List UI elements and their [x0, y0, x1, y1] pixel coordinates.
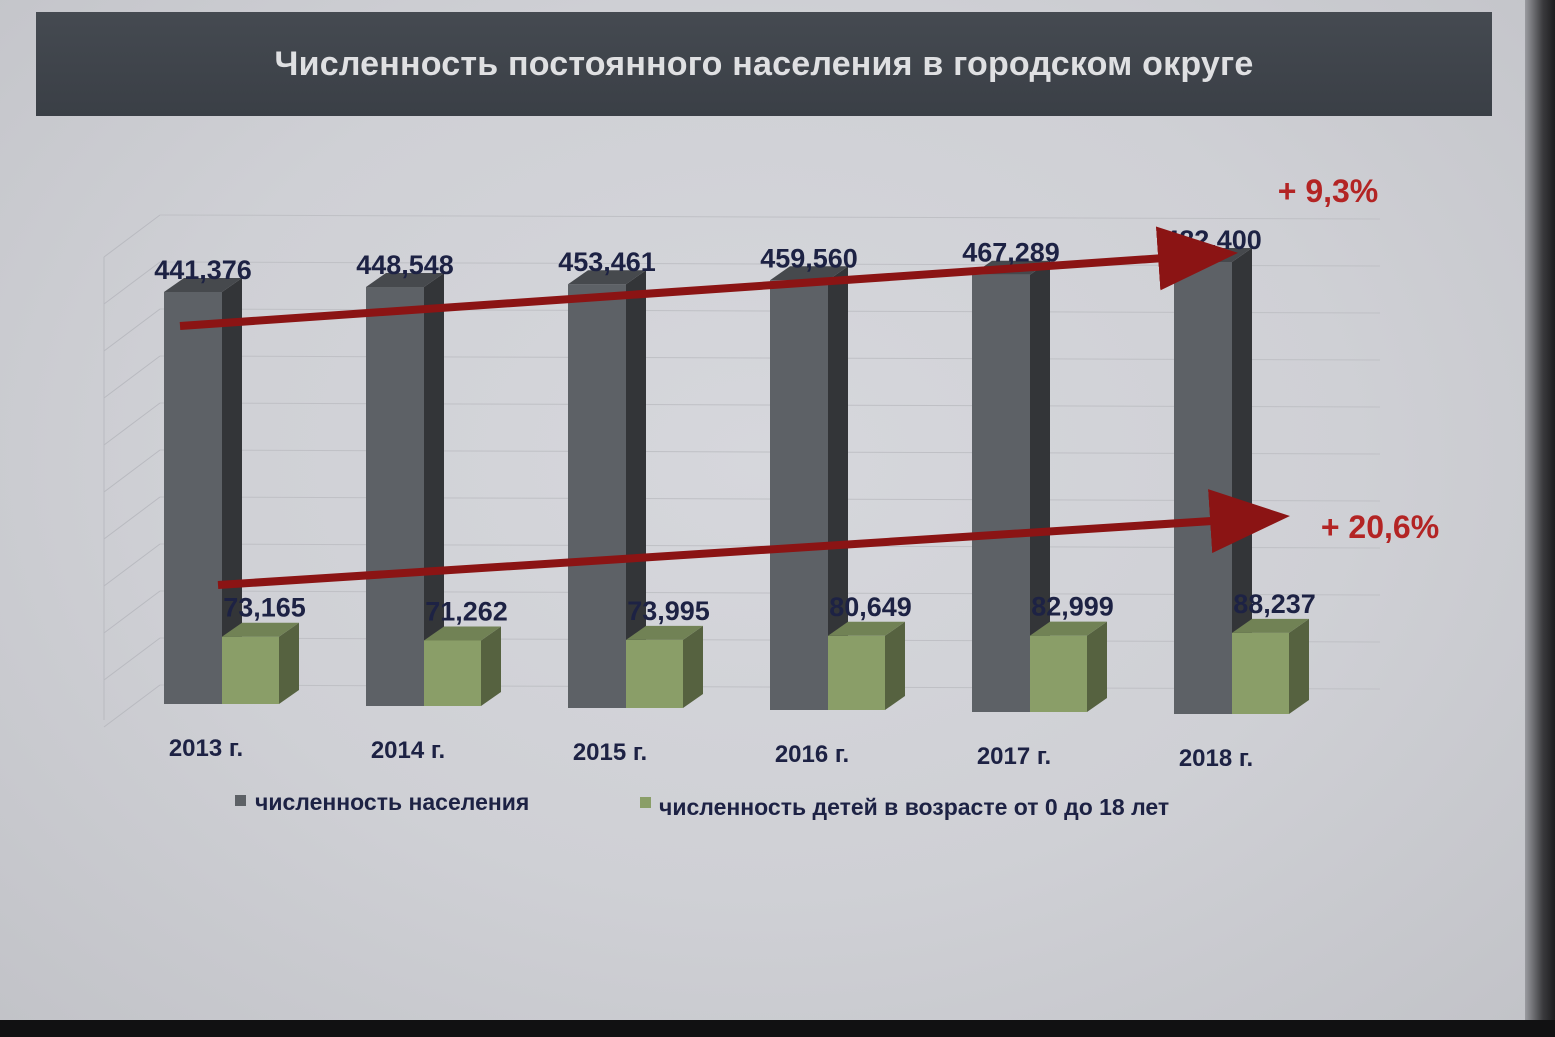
population-bar-top	[568, 270, 646, 285]
population-bar-side	[424, 273, 444, 706]
population-growth-label: + 9,3%	[1278, 173, 1379, 209]
children-bar-top	[828, 621, 905, 636]
grid-line	[159, 214, 1381, 220]
children-bar-side	[1087, 621, 1107, 712]
grid-line-diagonal	[103, 637, 161, 681]
population-value-label: 453,461	[558, 247, 656, 277]
x-axis-tick-label: 2013 г.	[169, 735, 243, 762]
legend-swatch-population	[235, 795, 246, 806]
x-axis-labels: 2013 г. 2014 г. 2015 г. 2016 г. 2017 г. 2018 …	[169, 735, 1253, 772]
population-bar-side	[626, 270, 646, 708]
population-bar-top	[164, 278, 242, 292]
x-axis-tick-label: 2018 г.	[1179, 745, 1253, 772]
population-trend-arrow	[179, 226, 1238, 330]
children-bar-top	[1030, 621, 1107, 636]
children-value-label: 80,649	[829, 592, 912, 622]
children-bar-top	[222, 622, 299, 637]
x-axis-tick-label: 2017 г.	[977, 743, 1051, 770]
population-value-label: 459,560	[760, 243, 858, 273]
grid-line-diagonal	[103, 214, 161, 258]
children-bar	[424, 640, 481, 706]
children-value-label: 71,262	[425, 596, 508, 626]
x-axis-tick-label: 2014 г.	[371, 737, 445, 764]
population-value-label: 441,376	[154, 255, 252, 285]
grid-line-diagonal	[103, 355, 161, 399]
monitor-bezel-right	[1525, 0, 1555, 1037]
population-bar	[1174, 262, 1232, 714]
population-bar	[366, 287, 424, 706]
chart-legend: численность населения численность детей в…	[235, 789, 1169, 820]
x-axis-tick-label: 2015 г.	[573, 739, 647, 766]
population-bar-side	[1030, 260, 1050, 712]
children-growth-label: + 20,6%	[1321, 509, 1439, 545]
chart-bars	[164, 248, 1309, 714]
population-bar	[164, 292, 222, 704]
children-bar-side	[1289, 618, 1309, 714]
children-bar-side	[279, 622, 299, 704]
children-bar-top	[1232, 618, 1309, 633]
children-bar	[828, 635, 885, 710]
children-bar-top	[424, 626, 501, 641]
children-bar	[1030, 635, 1087, 712]
children-bar-side	[885, 621, 905, 710]
children-bar-top	[626, 625, 703, 640]
children-bar-side	[481, 626, 501, 706]
population-bar-side	[222, 278, 242, 704]
grid-line-diagonal	[103, 590, 161, 634]
legend-swatch-children	[640, 797, 651, 808]
monitor-bezel-bottom	[0, 1020, 1555, 1037]
children-value-label: 73,995	[627, 596, 710, 626]
x-axis-tick-label: 2016 г.	[775, 741, 849, 768]
grid-line-diagonal	[103, 496, 161, 540]
population-value-label: 448,548	[356, 250, 454, 280]
grid-line-diagonal	[103, 684, 161, 728]
population-bar-side	[1232, 248, 1252, 714]
population-bar	[972, 274, 1030, 712]
population-bar-side	[828, 266, 848, 710]
children-bar	[1232, 632, 1289, 714]
population-bar	[770, 280, 828, 710]
trend-arrows: + 9,3% + 20,6%	[179, 173, 1439, 589]
grid-line-diagonal	[103, 402, 161, 446]
children-bar-side	[683, 625, 703, 708]
children-value-label: 82,999	[1031, 592, 1114, 622]
legend-label-children: численность детей в возрасте от 0 до 18 …	[659, 794, 1169, 820]
slide-title: Численность постоянного населения в горо…	[274, 44, 1254, 83]
children-bar	[626, 639, 683, 708]
children-trend-arrow	[217, 489, 1290, 589]
legend-label-population: численность населения	[255, 789, 529, 815]
population-bar	[568, 284, 626, 708]
children-value-label: 88,237	[1233, 589, 1316, 619]
children-value-label: 73,165	[223, 593, 306, 623]
population-value-label: 482,400	[1164, 225, 1262, 255]
grid-line-diagonal	[103, 308, 161, 352]
grid-line-diagonal	[103, 261, 161, 305]
population-bar-top	[366, 273, 444, 288]
children-bar	[222, 636, 279, 704]
grid-line-diagonal	[103, 449, 161, 493]
slide-title-bar: Численность постоянного населения в горо…	[36, 12, 1492, 116]
grid-line-diagonal	[103, 543, 161, 587]
population-bar-top	[770, 266, 848, 281]
